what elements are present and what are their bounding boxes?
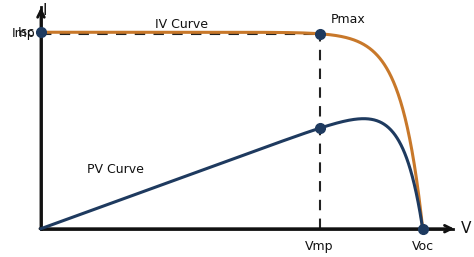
Text: Pmax: Pmax <box>331 13 366 26</box>
Text: PV Curve: PV Curve <box>87 163 144 176</box>
Text: Vmp: Vmp <box>305 240 334 253</box>
Text: Imp: Imp <box>11 27 35 40</box>
Text: I: I <box>43 3 47 18</box>
Text: Voc: Voc <box>411 240 434 253</box>
Text: IV Curve: IV Curve <box>155 18 209 31</box>
Text: V: V <box>461 221 471 236</box>
Text: Isc: Isc <box>18 26 35 39</box>
